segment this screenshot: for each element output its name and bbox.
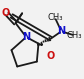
Text: N: N <box>57 26 65 36</box>
Text: O: O <box>47 51 55 61</box>
Text: CH₃: CH₃ <box>67 31 82 40</box>
Text: CH₃: CH₃ <box>47 13 63 22</box>
Text: O: O <box>2 8 10 18</box>
Text: N: N <box>22 32 30 42</box>
